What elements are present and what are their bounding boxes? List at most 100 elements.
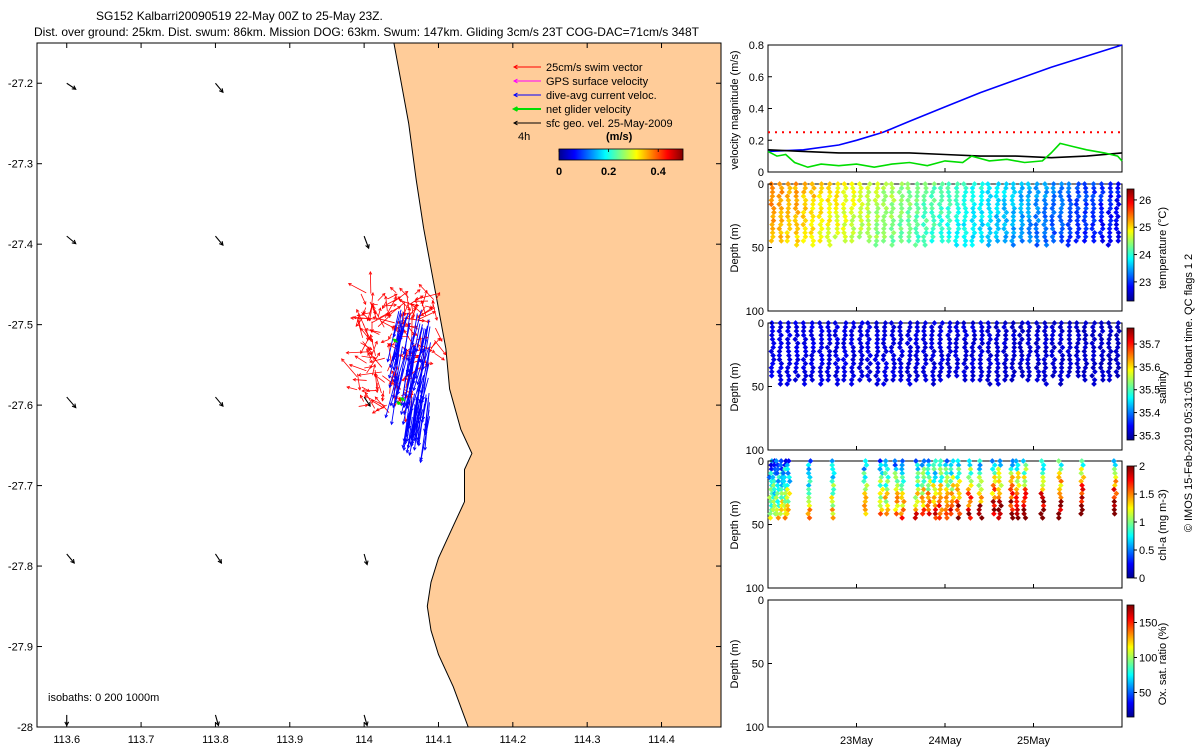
depth-sample-marker [1050,328,1057,334]
depth-sample-marker [873,320,880,326]
map-x-tick-label: 113.6 [53,734,80,746]
depth-sample-marker [1025,364,1032,371]
depth-sample-marker [1042,332,1049,339]
depth-sample-marker [1010,242,1017,248]
depth-sample-marker [768,466,775,472]
depth-sample-marker [1049,352,1055,359]
depth-sample-marker [939,225,945,232]
depth-sample-marker [784,193,791,200]
depth-sample-marker [948,462,954,468]
arrow-shaft [391,372,400,425]
side-caption: © IMOS 15-Feb-2019 05:31:05 Hobart time.… [1183,254,1195,532]
depth-sample-marker [1009,458,1016,464]
depth-sample-marker [932,515,939,521]
depth-sample-marker [912,364,919,371]
arrow-shaft [358,317,361,329]
depth-sample-marker [807,458,814,464]
arrow-shaft [372,306,385,328]
depth-sample-marker [778,360,785,367]
depth-sample-marker [802,181,808,187]
depth-sample-marker [1066,352,1073,359]
depth-sample-marker [864,328,871,334]
depth-sample-marker [810,225,816,232]
arrow-head [436,291,441,296]
depth-sample-marker [1055,458,1062,464]
depth-sample-marker [969,217,975,224]
depth-sample-marker [977,364,984,371]
arrow-shaft [363,714,368,726]
depth-sample-marker [1008,498,1014,505]
depth-sample-marker [834,336,841,343]
depth-sample-marker [912,515,919,521]
depth-sample-marker [1038,458,1045,464]
depth-sample-marker [997,458,1003,464]
depth-sample-marker [1025,209,1032,216]
surface-geo-vector [363,714,369,727]
depth-sample-marker [810,344,817,351]
depth-sample-marker [925,462,932,468]
depth-sample-marker [810,213,816,220]
depth-sample-marker [944,474,951,481]
depth-sample-marker [1010,356,1016,363]
arrow-head [431,349,436,353]
depth-sample-marker [970,233,976,240]
depth-sample-marker [1098,209,1105,216]
depth-sample-marker [938,229,944,236]
depth-sample-marker [808,372,814,379]
depth-sample-marker [985,344,992,351]
depth-sample-marker [817,381,824,387]
depth-sample-marker [1043,344,1049,351]
depth-sample-marker [945,205,951,212]
depth-sample-marker [1042,340,1049,347]
depth-sample-marker [1067,209,1074,216]
arrow-head [369,359,373,364]
depth-sample-marker [991,506,998,513]
arrow-shaft [434,352,445,361]
depth-sample-marker [978,217,985,224]
depth-sample-marker [835,181,841,187]
depth-sample-marker [1066,340,1073,347]
depth-sample-marker [924,502,931,509]
arrow-head [375,389,379,394]
depth-sample-marker [987,381,993,387]
dac-vector [386,311,400,363]
depth-sample-marker [810,348,817,355]
depth-sample-marker [1016,332,1023,339]
swim-vector [341,358,358,378]
swim-vector [369,357,385,364]
depth-sample-marker [1082,213,1088,220]
depth-sample-marker [768,368,775,375]
depth-sample-marker [1034,238,1041,244]
depth-sample-marker [922,205,928,212]
depth-sample-marker [802,360,809,367]
depth-sample-marker [810,201,816,208]
depth-sample-marker [832,320,839,326]
arrow-shaft [421,290,428,307]
depth-sample-marker [1017,324,1024,330]
depth-sample-marker [835,356,841,363]
legend-colorbar-tick-label: 0.4 [651,166,667,178]
depth-sample-marker [930,233,936,240]
depth-sample-marker [825,221,831,228]
depth-sample-marker [1049,221,1056,228]
depth-sample-marker [922,352,929,359]
depth-sample-marker [914,498,921,505]
depth-sample-marker [898,201,904,208]
arrow-shaft [406,409,413,442]
depth-sample-marker [826,360,832,367]
depth-profiles [768,320,1122,387]
depth-sample-marker [1111,494,1118,501]
depth-sample-marker [1056,486,1063,493]
arrow-head [393,354,398,359]
dac-vector [390,372,400,426]
depth-sample-marker [1011,348,1017,355]
depth-sample-marker [897,368,904,375]
arrow-head [369,365,374,369]
swim-vector [382,303,398,307]
depth-sample-marker [906,205,913,212]
depth-sample-marker [1035,360,1042,367]
depth-sample-marker [1114,352,1121,359]
depth-sample-marker [939,356,946,363]
depth-sample-marker [805,498,812,505]
